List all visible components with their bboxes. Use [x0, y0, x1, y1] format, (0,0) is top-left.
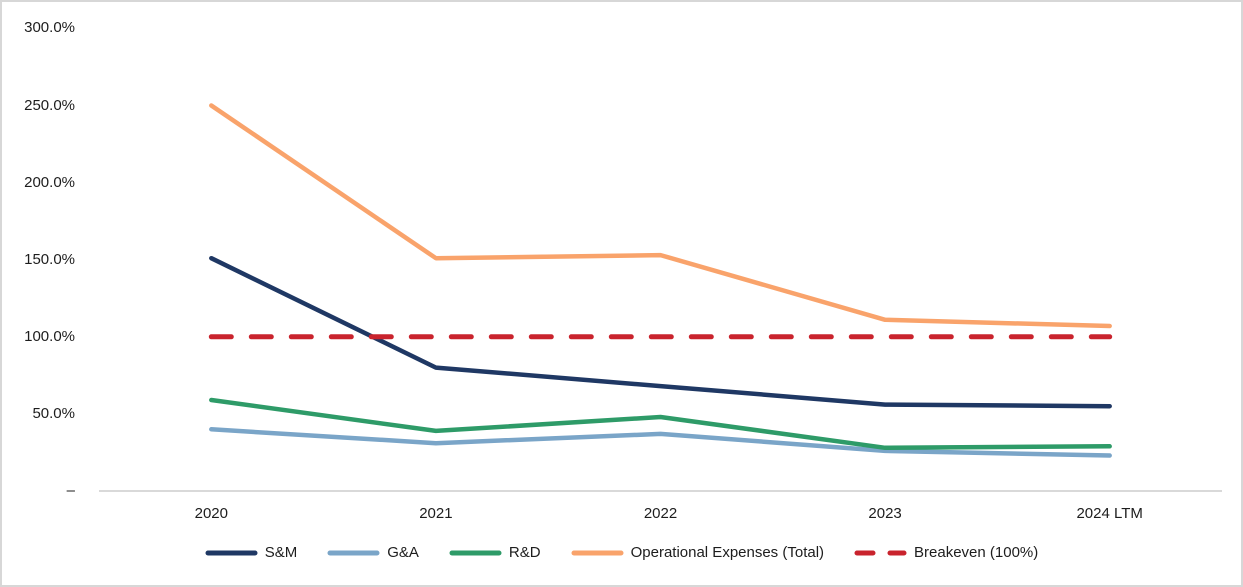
x-axis-category-label: 2023 — [868, 505, 902, 522]
y-axis-tick-label: 300.0% — [24, 19, 75, 37]
series-line-2[interactable] — [209, 397, 1112, 451]
legend: S&M G&A R&D Operational Expenses (Total) Bre… — [2, 543, 1241, 563]
y-axis-tick-label: 100.0% — [24, 327, 75, 345]
legend-label: Breakeven (100%) — [914, 544, 1039, 561]
legend-item-2[interactable]: R&D — [449, 543, 541, 563]
legend-item-1[interactable]: G&A — [327, 543, 419, 563]
y-axis-tick-label: 250.0% — [24, 96, 75, 114]
legend-label: G&A — [387, 544, 419, 561]
legend-item-3[interactable]: Operational Expenses (Total) — [571, 543, 824, 563]
series-line-3[interactable] — [209, 103, 1112, 329]
x-axis-category-label: 2024 LTM — [1076, 505, 1143, 522]
legend-item-4[interactable]: Breakeven (100%) — [854, 543, 1038, 563]
legend-marker-icon — [449, 550, 502, 556]
y-axis-tick-label: 200.0% — [24, 173, 75, 191]
y-axis-tick-label: 50.0% — [32, 404, 75, 422]
series-line-0[interactable] — [209, 255, 1112, 409]
legend-marker-icon — [327, 550, 380, 556]
series-line-1[interactable] — [209, 427, 1112, 458]
x-axis-category-label: 2020 — [194, 505, 228, 522]
legend-label: R&D — [508, 544, 541, 561]
legend-item-0[interactable]: S&M — [205, 543, 298, 563]
legend-label: Operational Expenses (Total) — [630, 544, 825, 561]
legend-marker-icon — [205, 550, 258, 556]
legend-label: S&M — [264, 544, 298, 561]
y-axis-tick-label: – — [66, 482, 75, 499]
y-axis-tick-label: 150.0% — [24, 250, 75, 268]
x-axis-category-label: 2021 — [419, 505, 453, 522]
legend-marker-icon — [571, 550, 624, 556]
legend-marker-icon — [854, 550, 907, 556]
x-axis-category-label: 2022 — [643, 505, 678, 522]
